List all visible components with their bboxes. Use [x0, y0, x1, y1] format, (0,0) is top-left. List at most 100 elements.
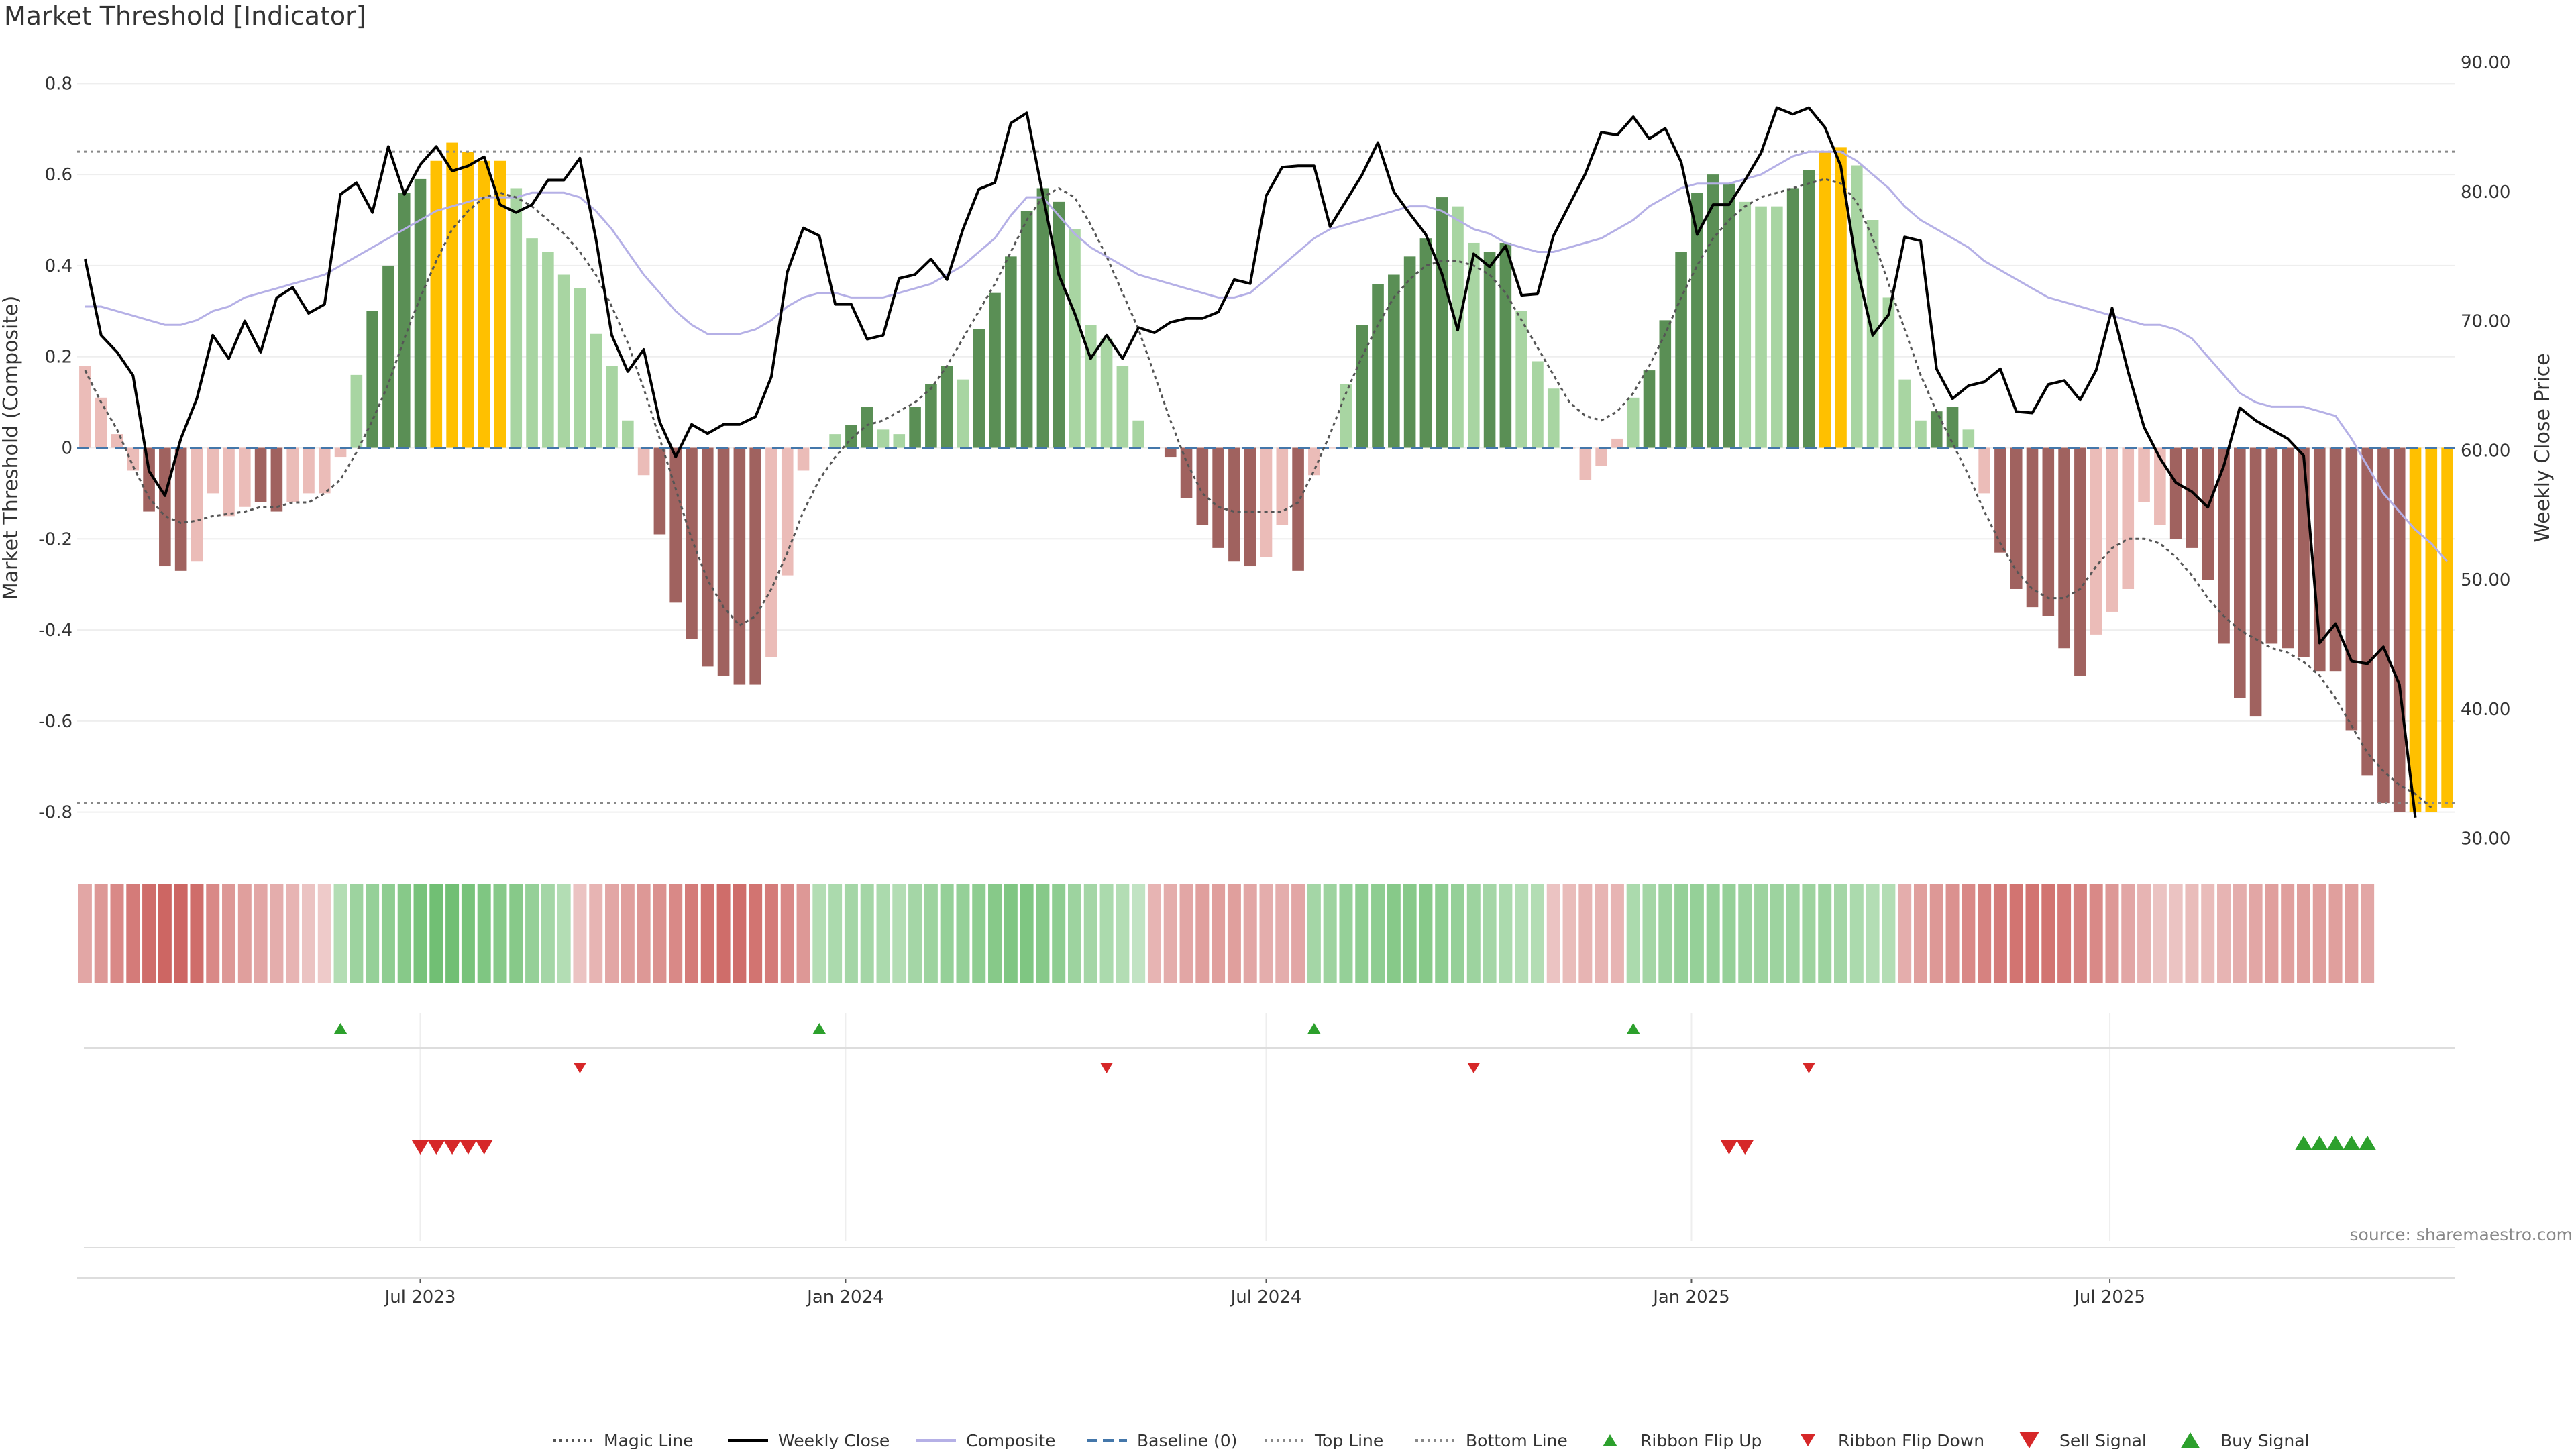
ribbon-flip-down-marker [573, 1063, 587, 1073]
ribbon-cell [1466, 884, 1481, 983]
composite-bar [2169, 447, 2182, 539]
composite-bar [2441, 447, 2453, 808]
legend-label: Buy Signal [2220, 1431, 2310, 1449]
composite-bar [446, 142, 458, 448]
composite-bar [2074, 447, 2086, 676]
composite-bar [749, 447, 761, 685]
ribbon-cell [1898, 884, 1912, 983]
composite-bar [2361, 447, 2373, 776]
ribbon-cell [1323, 884, 1337, 983]
buy-signal-marker [2343, 1136, 2361, 1150]
composite-bar [1994, 447, 2006, 553]
buy-signal-marker [2326, 1136, 2345, 1150]
composite-bar [1467, 242, 1480, 448]
x-tick-label: Jul 2024 [1230, 1287, 1302, 1307]
composite-bar [1069, 229, 1081, 448]
composite-bar [1053, 201, 1065, 448]
composite-bar [270, 447, 283, 512]
composite-bar [1180, 447, 1193, 498]
ribbon-cell [1195, 884, 1210, 983]
composite-bar [957, 379, 969, 448]
composite-bar [637, 447, 650, 476]
ribbon-cell [1818, 884, 1832, 983]
ribbon-cell [222, 884, 236, 983]
composite-bar [1707, 174, 1719, 448]
ribbon-cell [2265, 884, 2279, 983]
ribbon-cell [126, 884, 140, 983]
ribbon-cell [477, 884, 491, 983]
ribbon-cell [1020, 884, 1034, 983]
ribbon-flip-down-marker [1802, 1063, 1816, 1073]
legend-label: Magic Line [604, 1431, 694, 1449]
ribbon-cell [2249, 884, 2263, 983]
legend-label: Baseline (0) [1137, 1431, 1237, 1449]
composite-bar [2249, 447, 2262, 717]
composite-bar [686, 447, 698, 639]
composite-bar [1835, 147, 1847, 448]
ribbon-cell [924, 884, 938, 983]
y-tick-label: -0.2 [38, 529, 72, 549]
y2-tick-label: 50.00 [2461, 570, 2510, 590]
composite-bar [478, 160, 490, 448]
ribbon-cell [1786, 884, 1800, 983]
ribbon-cell [1866, 884, 1880, 983]
ribbon-cell [844, 884, 858, 983]
ribbon-cell [1116, 884, 1130, 983]
ribbon-cell [2185, 884, 2199, 983]
legend-label: Bottom Line [1466, 1431, 1568, 1449]
composite-bar [334, 447, 347, 458]
composite-bar [1020, 211, 1033, 448]
ribbon-cell [301, 884, 315, 983]
y2-tick-label: 30.00 [2461, 829, 2510, 849]
ribbon-flip-down-marker [1467, 1063, 1481, 1073]
ribbon-cell [317, 884, 331, 983]
ribbon-cell [956, 884, 970, 983]
legend-swatch [1603, 1434, 1617, 1446]
sell-signal-marker [475, 1140, 493, 1155]
ribbon-cell [1530, 884, 1544, 983]
ribbon-cell [940, 884, 954, 983]
sell-signal-marker [1736, 1140, 1754, 1155]
composite-bar [1164, 447, 1177, 458]
composite-bar [2106, 447, 2118, 612]
ribbon-cell [1578, 884, 1593, 983]
composite-bar [2058, 447, 2070, 649]
ribbon-cell [733, 884, 747, 983]
composite-bar [1196, 447, 1209, 525]
composite-bar [781, 447, 794, 576]
x-tick-label: Jul 2023 [384, 1287, 456, 1307]
composite-bar [2234, 447, 2246, 698]
composite-bar [366, 311, 378, 448]
sell-signal-marker [443, 1140, 462, 1155]
ribbon-cell [1499, 884, 1513, 983]
composite-bar [733, 447, 746, 685]
x-tick-label: Jan 2024 [806, 1287, 884, 1307]
composite-bar [2122, 447, 2135, 589]
ribbon-cell [1483, 884, 1497, 983]
composite-bar [1100, 338, 1113, 448]
ribbon-cell [1738, 884, 1752, 983]
ribbon-cell [1945, 884, 1960, 983]
composite-bar [239, 447, 251, 507]
composite-bar [2138, 447, 2150, 502]
composite-bar [701, 447, 714, 667]
ribbon-cell [1068, 884, 1081, 983]
composite-bar [557, 274, 570, 448]
x-tick-label: Jul 2025 [2073, 1287, 2145, 1307]
composite-bar [2425, 447, 2438, 812]
composite-bar [1005, 256, 1017, 448]
ribbon-cell [2089, 884, 2103, 983]
composite-bar [1946, 407, 1959, 448]
ribbon-cell [1339, 884, 1353, 983]
ribbon-cell [1004, 884, 1018, 983]
composite-bar [2154, 447, 2166, 525]
composite-bar [941, 366, 953, 448]
composite-bar [1882, 297, 1895, 448]
composite-bar [606, 366, 618, 448]
ribbon-cell [2073, 884, 2087, 983]
composite-bar [1930, 411, 1943, 448]
ribbon-cell [286, 884, 300, 983]
ribbon-cell [493, 884, 507, 983]
composite-bar [1436, 197, 1448, 448]
composite-bar [717, 447, 730, 676]
